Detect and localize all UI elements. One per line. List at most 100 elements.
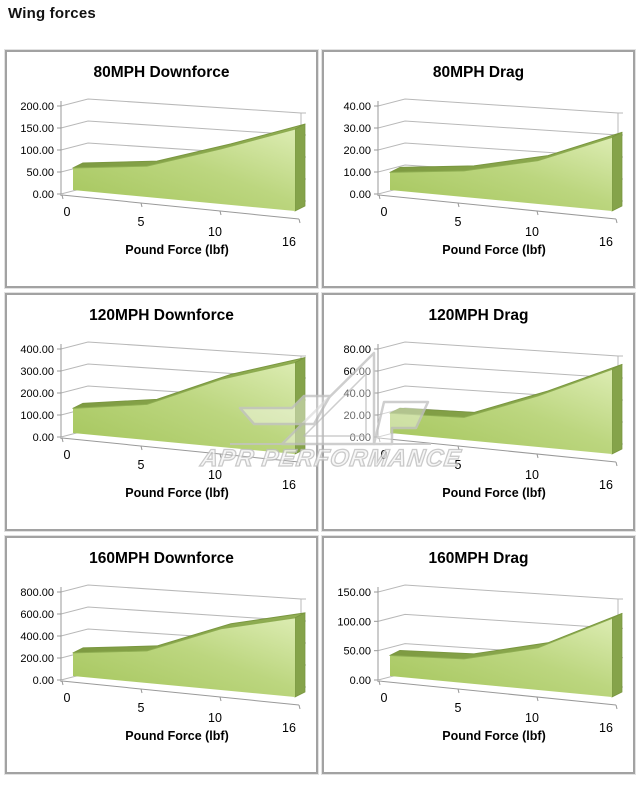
y-tick-label: 50.00 <box>26 167 54 179</box>
y-tick-label: 0.00 <box>33 432 54 444</box>
page-title: Wing forces <box>8 5 96 22</box>
y-tick-label: 10.00 <box>343 167 371 179</box>
y-tick-labels: 40.00 30.00 20.00 10.00 0.00 <box>343 101 371 201</box>
x-tick-label: 0 <box>64 205 71 219</box>
x-tick-label: 10 <box>208 468 222 482</box>
x-tick-label: 16 <box>599 235 613 249</box>
chart-title: 160MPH Downforce <box>89 550 234 567</box>
area-top-edge <box>72 362 296 409</box>
area-right-face <box>294 123 306 212</box>
chart-plot-area: 80.00 60.00 40.00 20.00 0.00 0 5 10 16 Pound Forc… <box>324 295 633 529</box>
charts-grid: 80MPH Downforce 200.00 150.00 100.00 50.00 0… <box>5 50 635 774</box>
y-tick-label: 80.00 <box>343 344 371 356</box>
y-tick-label: 300.00 <box>20 366 54 378</box>
y-tick-label: 0.00 <box>350 675 371 687</box>
x-tick-labels: 0 5 10 16 <box>64 448 296 492</box>
x-tick-label: 10 <box>208 711 222 725</box>
x-axis <box>61 437 301 467</box>
chart-title: 120MPH Downforce <box>89 307 234 324</box>
x-tick-labels: 0 5 10 16 <box>381 691 613 735</box>
x-axis <box>61 680 301 710</box>
x-tick-label: 10 <box>525 711 539 725</box>
y-tick-label: 200.00 <box>20 388 54 400</box>
y-axis <box>57 587 62 682</box>
y-tick-label: 800.00 <box>20 587 54 599</box>
area-chart-svg: 200.00 150.00 100.00 50.00 0.00 0 5 10 16 Pound F… <box>20 98 306 257</box>
area-right-face <box>294 357 306 455</box>
y-axis <box>374 344 379 439</box>
y-tick-label: 0.00 <box>33 675 54 687</box>
chart-title: 160MPH Drag <box>428 550 529 567</box>
y-tick-label: 150.00 <box>20 123 54 135</box>
x-tick-label: 5 <box>455 701 462 715</box>
y-tick-label: 400.00 <box>20 344 54 356</box>
y-tick-label: 100.00 <box>337 616 371 628</box>
x-tick-label: 10 <box>525 468 539 482</box>
area-front-face <box>73 129 295 211</box>
x-tick-labels: 0 5 10 16 <box>381 448 613 492</box>
area-series <box>389 131 623 212</box>
y-tick-label: 150.00 <box>337 587 371 599</box>
chart-panel-120mph-drag: 120MPH Drag 80.00 60.00 40.00 20.00 0.00 0 5 10… <box>322 293 635 531</box>
chart-panel-80mph-drag: 80MPH Drag 40.00 30.00 20.00 10.00 0.00 0 5 10 1… <box>322 50 635 288</box>
x-tick-label: 5 <box>455 215 462 229</box>
chart-plot-area: 200.00 150.00 100.00 50.00 0.00 0 5 10 16 Pound F… <box>7 52 316 286</box>
area-chart-svg: 400.00 300.00 200.00 100.00 0.00 0 5 10 16 Pound … <box>20 341 306 500</box>
x-tick-label: 0 <box>381 205 388 219</box>
x-axis <box>378 194 618 224</box>
area-front-face <box>390 137 612 211</box>
chart-title: 80MPH Drag <box>432 64 525 81</box>
x-axis-title: Pound Force (lbf) <box>442 729 545 743</box>
y-axis <box>57 101 62 196</box>
chart-title: 80MPH Downforce <box>93 64 230 81</box>
y-tick-label: 0.00 <box>350 189 371 201</box>
x-axis-title: Pound Force (lbf) <box>125 243 228 257</box>
x-tick-label: 5 <box>138 458 145 472</box>
chart-plot-area: 800.00 600.00 400.00 200.00 0.00 0 5 10 16 Pound … <box>7 538 316 772</box>
chart-panel-80mph-downforce: 80MPH Downforce 200.00 150.00 100.00 50.00 0… <box>5 50 318 288</box>
x-tick-label: 10 <box>208 225 222 239</box>
area-front-face <box>73 617 295 697</box>
x-tick-label: 5 <box>455 458 462 472</box>
x-tick-label: 0 <box>64 448 71 462</box>
y-axis <box>374 101 379 196</box>
y-tick-labels: 800.00 600.00 400.00 200.00 0.00 <box>20 587 54 687</box>
y-tick-label: 200.00 <box>20 653 54 665</box>
y-tick-label: 200.00 <box>20 101 54 113</box>
area-chart-svg: 80.00 60.00 40.00 20.00 0.00 0 5 10 16 Pound Forc… <box>343 341 623 500</box>
area-top-edge <box>389 617 613 660</box>
area-series <box>389 363 623 455</box>
x-tick-label: 16 <box>599 721 613 735</box>
chart-plot-area: 400.00 300.00 200.00 100.00 0.00 0 5 10 16 Pound … <box>7 295 316 529</box>
x-tick-label: 0 <box>381 448 388 462</box>
x-tick-label: 5 <box>138 701 145 715</box>
area-series <box>72 357 306 455</box>
y-tick-label: 400.00 <box>20 631 54 643</box>
area-front-face <box>390 618 612 697</box>
chart-panel-120mph-downforce: 120MPH Downforce 400.00 300.00 200.00 100.0… <box>5 293 318 531</box>
area-chart-svg: 40.00 30.00 20.00 10.00 0.00 0 5 10 16 Pound Forc… <box>343 98 623 257</box>
x-axis-title: Pound Force (lbf) <box>125 486 228 500</box>
y-tick-label: 600.00 <box>20 609 54 621</box>
y-tick-label: 40.00 <box>343 388 371 400</box>
x-tick-labels: 0 5 10 16 <box>64 205 296 249</box>
x-tick-label: 0 <box>381 691 388 705</box>
area-top-edge <box>72 128 296 169</box>
x-axis-title: Pound Force (lbf) <box>442 486 545 500</box>
x-tick-label: 16 <box>282 721 296 735</box>
x-axis-title: Pound Force (lbf) <box>125 729 228 743</box>
area-right-face <box>611 131 623 212</box>
chart-title: 120MPH Drag <box>428 307 529 324</box>
x-tick-label: 16 <box>282 478 296 492</box>
chart-panel-160mph-drag: 160MPH Drag 150.00 100.00 50.00 0.00 0 5 10 16 P… <box>322 536 635 774</box>
area-top-edge <box>389 136 613 173</box>
x-tick-label: 16 <box>282 235 296 249</box>
area-chart-svg: 150.00 100.00 50.00 0.00 0 5 10 16 Pound Force (… <box>337 584 623 743</box>
area-series <box>389 612 623 698</box>
y-tick-label: 100.00 <box>20 410 54 422</box>
x-axis <box>378 680 618 710</box>
chart-plot-area: 40.00 30.00 20.00 10.00 0.00 0 5 10 16 Pound Forc… <box>324 52 633 286</box>
area-right-face <box>611 363 623 455</box>
y-tick-label: 20.00 <box>343 145 371 157</box>
